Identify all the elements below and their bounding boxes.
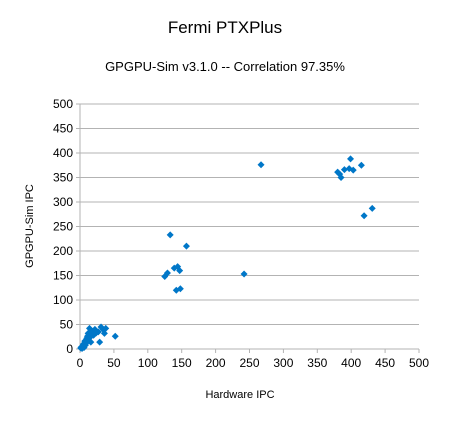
data-point (340, 166, 348, 174)
x-tick-label: 100 (138, 356, 158, 370)
y-tick-label: 350 (53, 171, 73, 185)
x-axis-label: Hardware IPC (205, 389, 274, 401)
x-axis-ticks: 0 50 100 150 200 250 300 350 400 450 500 (77, 356, 430, 370)
x-tick-label: 500 (409, 356, 429, 370)
gridlines (76, 103, 420, 353)
data-point (111, 332, 119, 340)
y-axis-ticks: 0 50 100 150 200 250 300 350 400 450 500 (53, 97, 73, 356)
x-tick-label: 350 (307, 356, 327, 370)
data-point (337, 174, 345, 181)
data-point (257, 161, 265, 169)
data-point (347, 155, 355, 163)
data-point (357, 161, 365, 169)
data-point (240, 270, 248, 278)
data-point (176, 285, 184, 293)
y-tick-label: 450 (53, 122, 73, 136)
data-point (96, 338, 104, 346)
y-tick-label: 50 (60, 318, 74, 332)
data-point (100, 329, 108, 337)
data-point (368, 204, 376, 212)
y-tick-label: 500 (53, 97, 73, 111)
data-point (166, 231, 174, 239)
x-tick-label: 0 (77, 356, 84, 370)
x-tick-label: 450 (375, 356, 395, 370)
y-tick-label: 0 (66, 342, 73, 356)
x-tick-label: 300 (273, 356, 293, 370)
y-tick-label: 150 (53, 269, 73, 283)
data-point (163, 269, 171, 277)
x-tick-label: 200 (206, 356, 226, 370)
y-tick-label: 250 (53, 220, 73, 234)
chart-title: Fermi PTXPlus (168, 18, 282, 37)
y-tick-label: 100 (53, 293, 73, 307)
x-tick-label: 400 (341, 356, 361, 370)
data-points (77, 155, 376, 353)
y-axis-label: GPGPU-Sim IPC (24, 184, 36, 268)
data-point (87, 338, 95, 346)
x-tick-label: 150 (172, 356, 192, 370)
y-tick-label: 300 (53, 195, 73, 209)
data-point (182, 242, 190, 250)
x-tick-label: 250 (239, 356, 259, 370)
data-point (349, 166, 357, 174)
y-tick-label: 400 (53, 146, 73, 160)
y-tick-label: 200 (53, 244, 73, 258)
data-point (176, 267, 184, 275)
x-tick-label: 50 (107, 356, 121, 370)
data-point (360, 212, 368, 220)
data-point (94, 328, 102, 336)
chart-subtitle: GPGPU-Sim v3.1.0 -- Correlation 97.35% (105, 59, 345, 74)
data-point (102, 324, 110, 332)
